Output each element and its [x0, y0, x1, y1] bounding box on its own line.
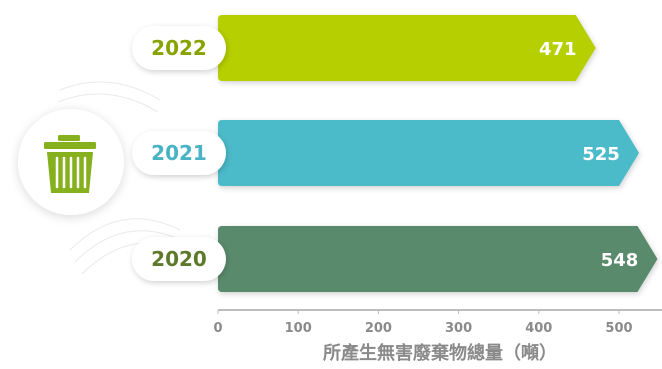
year-pill-2022: [132, 26, 226, 70]
value-label-2020: 548: [601, 250, 639, 271]
value-label-2022: 471: [539, 39, 577, 60]
x-tick-label-100: 100: [285, 321, 312, 336]
bar-2020: [218, 226, 658, 292]
category-label-2022: 2022: [151, 36, 207, 60]
value-label-2021: 525: [582, 144, 620, 165]
x-tick-label-500: 500: [605, 321, 632, 336]
x-tick-label-0: 0: [213, 321, 222, 336]
decorative-pattern: [57, 81, 193, 275]
bar-2022: [218, 15, 596, 81]
bar-2021: [218, 120, 640, 186]
trash-badge: [18, 109, 124, 215]
bars-layer: 2022 471 2021 525 2020 548: [132, 15, 658, 292]
x-axis-label: 所產生無害廢棄物總量（噸）: [323, 342, 557, 364]
category-label-2021: 2021: [151, 141, 207, 165]
x-tick-label-400: 400: [525, 321, 552, 336]
x-tick-label-300: 300: [445, 321, 472, 336]
year-pill-2020: [132, 237, 226, 281]
category-label-2020: 2020: [151, 247, 207, 271]
x-axis-ticks: 0 100 200 300 400 500: [213, 310, 633, 336]
x-tick-label-200: 200: [365, 321, 392, 336]
year-pill-2021: [132, 131, 226, 175]
